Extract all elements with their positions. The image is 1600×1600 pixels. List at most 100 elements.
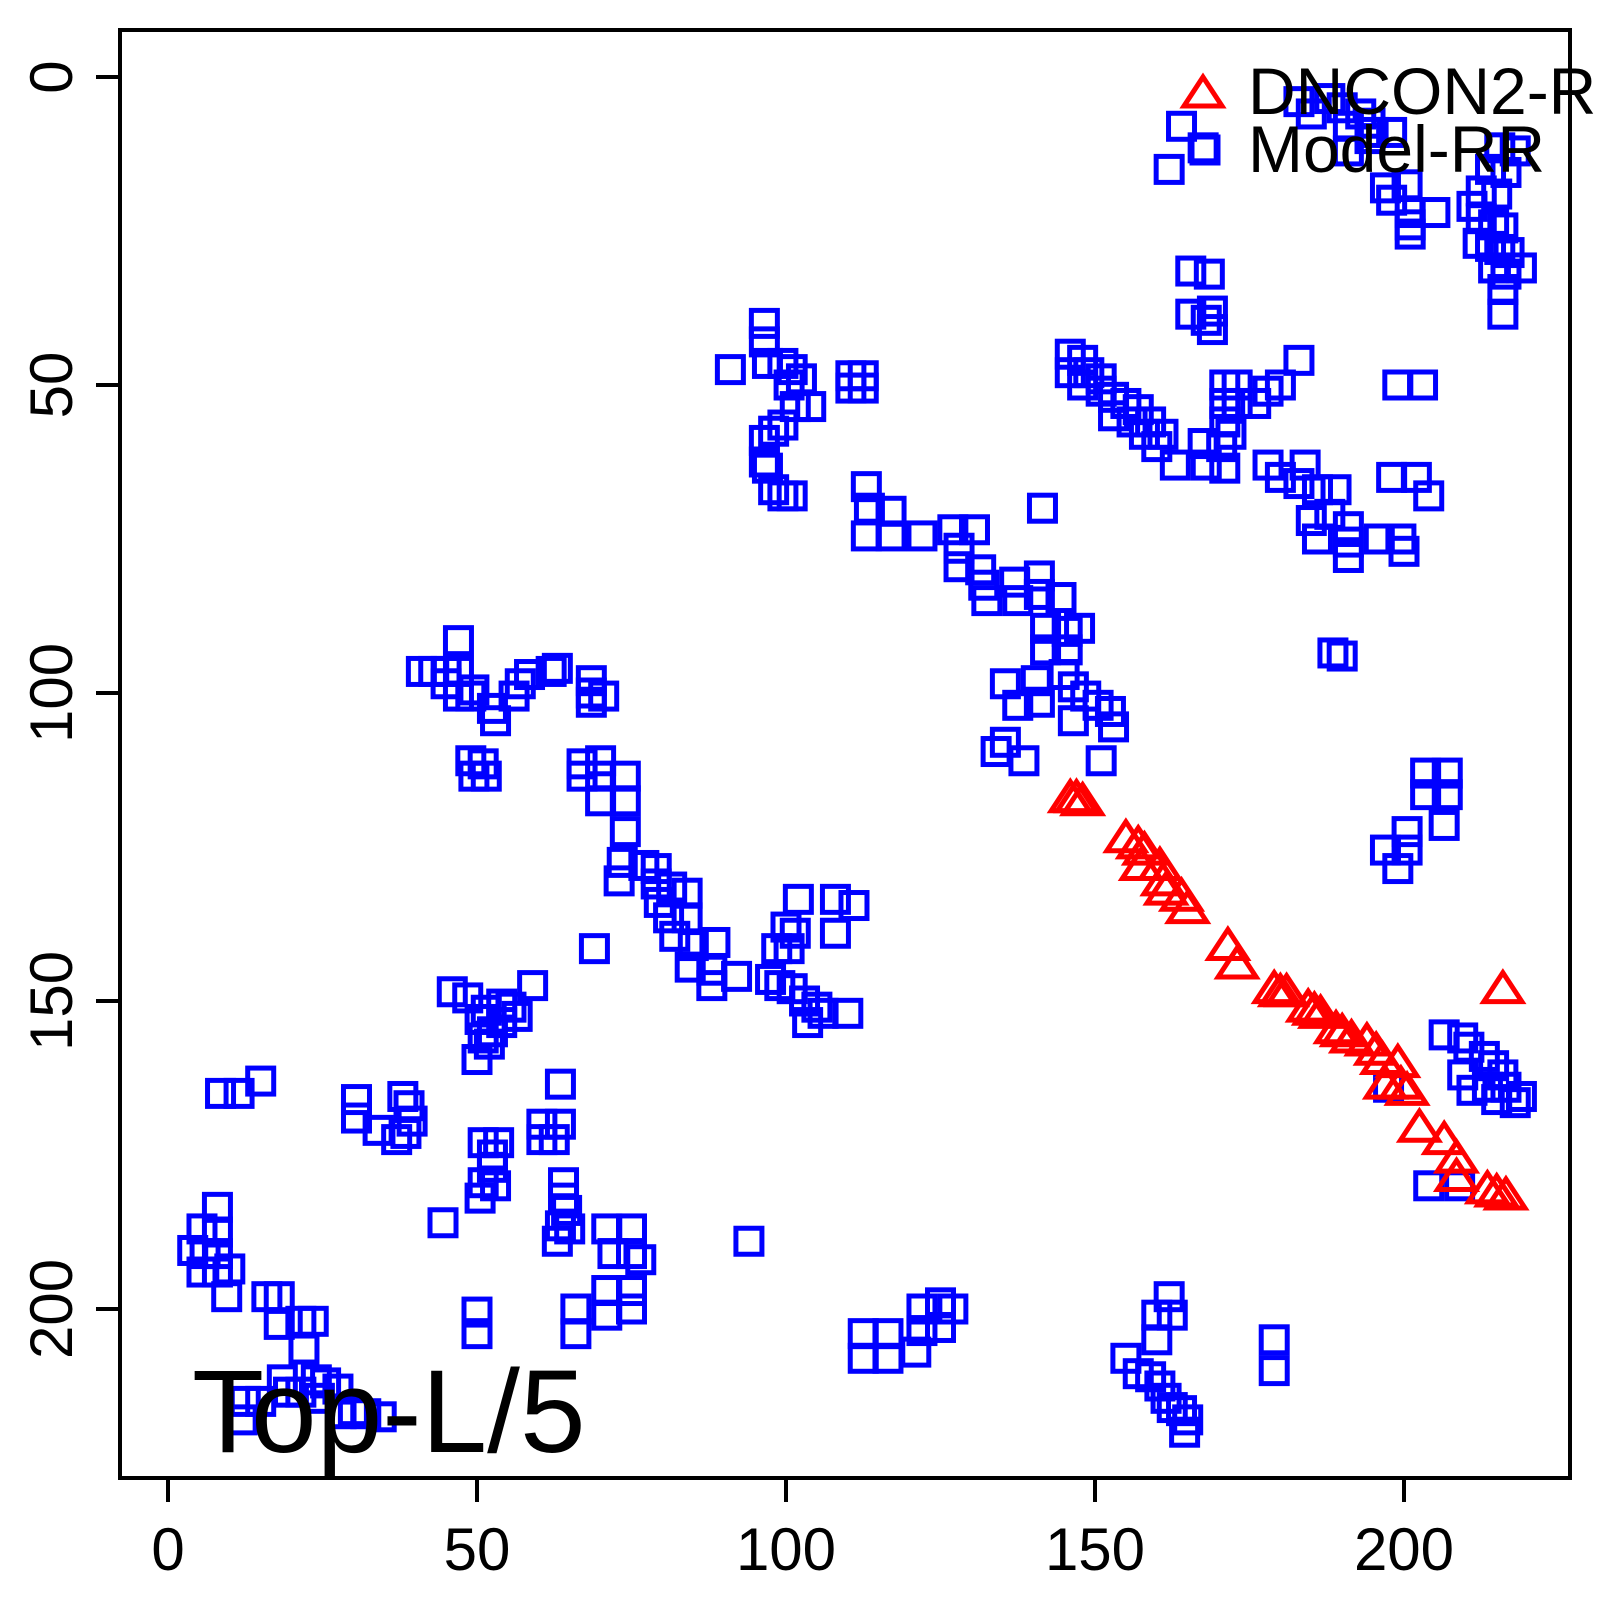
model-rr-point — [1326, 640, 1358, 672]
model-rr-point — [1481, 1084, 1513, 1116]
model-rr-point — [1431, 757, 1463, 789]
dncon2-rr-point — [1059, 780, 1107, 817]
model-rr-point — [616, 1293, 647, 1325]
model-rr-point — [381, 1124, 413, 1156]
model-rr-point — [1332, 135, 1364, 167]
model-rr-point — [517, 970, 549, 1002]
model-rr-point — [980, 736, 1012, 768]
model-rr-point — [1057, 705, 1089, 737]
model-rr-point — [578, 933, 610, 965]
model-rr-point — [832, 997, 864, 1029]
model-rr-point — [776, 480, 808, 512]
model-rr-point — [616, 1275, 647, 1307]
dncon2-rr-point — [1395, 1106, 1444, 1143]
model-rr-point — [603, 865, 635, 897]
model-rr-point — [1382, 369, 1414, 401]
model-rr-point — [1391, 816, 1423, 848]
plot-border — [118, 28, 1572, 1480]
model-rr-point — [1196, 295, 1228, 327]
model-rr-point — [211, 1281, 243, 1313]
model-rr-point — [591, 1299, 623, 1331]
model-rr-point — [943, 532, 975, 564]
model-rr-point — [1332, 541, 1364, 573]
dncon2-rr-point — [1120, 829, 1169, 866]
model-rr-point — [838, 890, 870, 922]
model-rr-point — [205, 1077, 237, 1109]
x-tick-label: 150 — [1045, 1516, 1145, 1583]
model-rr-point — [1410, 757, 1442, 789]
dncon2-rr-point — [1473, 1171, 1521, 1208]
model-rr-point — [1283, 468, 1315, 500]
model-rr-point — [1487, 298, 1519, 330]
model-rr-point — [461, 1296, 493, 1328]
dncon2-rr-point — [1343, 1020, 1391, 1057]
model-rr-point — [285, 1376, 317, 1408]
y-tick-label: 150 — [18, 951, 85, 1051]
y-tick-label: 0 — [18, 60, 85, 93]
model-rr-point — [362, 1114, 394, 1146]
model-rr-point — [365, 1401, 397, 1433]
model-rr-point — [795, 391, 827, 423]
model-rr-point — [461, 1044, 493, 1076]
model-rr-point — [1030, 612, 1062, 644]
model-rr-point — [1098, 400, 1130, 432]
model-rr-point — [1468, 1040, 1500, 1072]
model-rr-point — [464, 1003, 496, 1035]
model-rr-point — [544, 1068, 576, 1100]
model-rr-point — [792, 1007, 824, 1039]
model-rr-point — [1175, 255, 1207, 287]
y-tick-label: 100 — [18, 643, 85, 743]
model-rr-point — [461, 1318, 493, 1350]
model-rr-point — [480, 705, 512, 737]
model-rr-point — [1023, 578, 1055, 610]
dncon2-rr-point — [1262, 971, 1311, 1008]
model-rr-point — [340, 1084, 372, 1116]
model-rr-point — [541, 652, 573, 684]
x-tick-label: 0 — [151, 1516, 184, 1583]
dncon2-rr-point — [1420, 1119, 1468, 1156]
x-tick-label: 200 — [1354, 1516, 1454, 1583]
model-rr-point — [714, 354, 746, 386]
model-rr-point — [1190, 449, 1222, 481]
model-rr-point — [943, 551, 975, 583]
model-rr-point — [1187, 428, 1219, 460]
model-rr-point — [989, 726, 1021, 758]
dncon2-rr-point — [1213, 943, 1261, 980]
dncon2-rr-point — [1290, 989, 1339, 1026]
model-rr-point — [1382, 853, 1414, 885]
dncon2-rr-point — [1432, 1155, 1481, 1193]
dncon2-rr-point — [1164, 888, 1212, 925]
model-rr-point — [464, 1182, 496, 1214]
model-rr-point — [588, 680, 620, 712]
model-rr-point — [1209, 452, 1241, 484]
dncon2-rr-point — [1296, 992, 1345, 1029]
model-rr-point — [616, 1238, 647, 1270]
model-rr-point — [591, 1275, 623, 1307]
model-rr-point — [538, 1124, 570, 1156]
model-rr-point — [1376, 116, 1408, 148]
model-rr-point — [1023, 560, 1055, 592]
model-rr-point — [1357, 116, 1389, 148]
model-rr-point — [1447, 1022, 1479, 1054]
model-rr-point — [1098, 711, 1130, 743]
model-rr-point — [748, 326, 780, 358]
model-rr-point — [733, 1225, 765, 1257]
model-rr-point — [560, 1318, 592, 1350]
model-rr-point — [850, 471, 882, 503]
model-rr-point — [1499, 1087, 1531, 1119]
model-rr-point — [609, 785, 641, 817]
legend-square-icon — [1189, 134, 1221, 166]
model-rr-point — [758, 474, 790, 506]
model-rr-point — [1431, 779, 1463, 811]
model-rr-point — [773, 933, 805, 965]
model-rr-point — [674, 951, 706, 983]
model-rr-point — [1258, 1324, 1290, 1356]
dncon2-rr-point — [1318, 1011, 1366, 1048]
annotation-top-l5: Top-L/5 — [192, 1346, 586, 1478]
dncon2-rr-point — [1052, 777, 1101, 814]
model-rr-point — [288, 1333, 320, 1365]
model-rr-point — [1008, 745, 1040, 777]
model-rr-point — [758, 415, 790, 447]
model-rr-point — [1283, 344, 1315, 376]
